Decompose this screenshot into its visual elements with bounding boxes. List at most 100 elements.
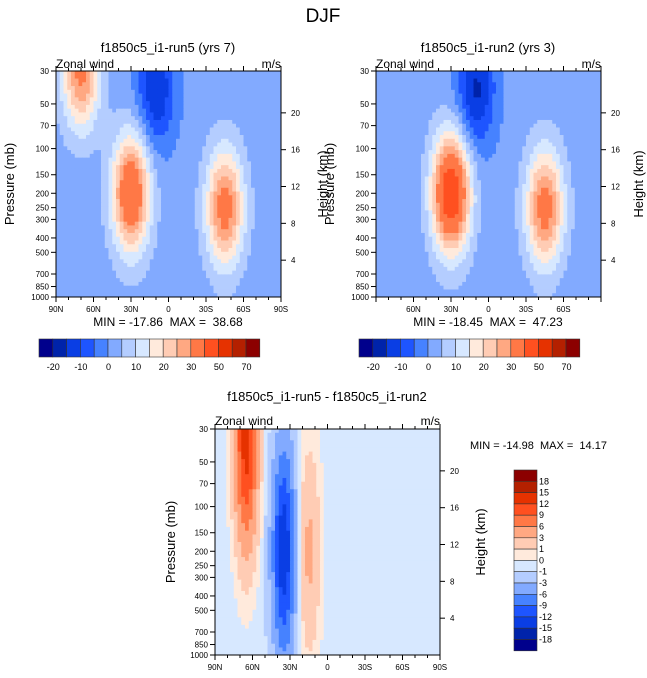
field-cell xyxy=(239,82,244,87)
field-cell xyxy=(447,108,452,113)
field-cell xyxy=(194,104,199,110)
field-cell xyxy=(488,89,493,94)
field-cell xyxy=(228,172,233,177)
field-cell xyxy=(78,251,83,256)
field-cell xyxy=(236,153,241,159)
field-cell xyxy=(477,108,482,113)
field-cell xyxy=(89,168,94,174)
field-cell xyxy=(277,131,281,136)
field-cell xyxy=(119,255,124,260)
field-cell xyxy=(228,221,233,226)
field-cell xyxy=(432,101,437,106)
field-cell xyxy=(82,86,87,91)
field-cell xyxy=(544,127,549,132)
field-cell xyxy=(119,206,124,211)
field-cell xyxy=(93,248,98,253)
field-cell xyxy=(71,112,76,117)
field-cell xyxy=(138,244,143,249)
field-cell xyxy=(63,165,68,170)
field-cell xyxy=(93,112,98,117)
field-cell xyxy=(202,214,207,219)
field-cell xyxy=(462,116,467,121)
field-cell xyxy=(277,289,281,294)
field-cell xyxy=(161,172,166,177)
field-cell xyxy=(112,78,117,83)
field-cell xyxy=(228,101,233,106)
field-cell xyxy=(93,119,98,125)
field-cell xyxy=(78,285,83,290)
field-cell xyxy=(194,119,199,125)
field-cell xyxy=(142,119,147,125)
field-cell xyxy=(391,112,396,117)
field-cell xyxy=(266,157,271,162)
field-cell xyxy=(134,202,139,207)
field-cell xyxy=(153,157,158,162)
field-cell xyxy=(78,259,83,264)
field-cell xyxy=(578,138,583,143)
field-cell xyxy=(112,293,117,297)
field-cell xyxy=(157,240,162,245)
field-cell xyxy=(511,116,516,121)
field-cell xyxy=(563,146,568,151)
field-cell xyxy=(153,285,158,290)
field-cell xyxy=(436,108,441,113)
field-cell xyxy=(116,225,121,230)
field-cell xyxy=(224,172,229,177)
field-cell xyxy=(63,78,68,83)
field-cell xyxy=(138,119,143,125)
field-cell xyxy=(168,266,173,272)
field-cell xyxy=(153,270,158,275)
field-cell xyxy=(108,206,113,211)
field-cell xyxy=(239,202,244,207)
field-cell xyxy=(123,153,128,159)
field-cell xyxy=(391,82,396,87)
field-cell xyxy=(406,101,411,106)
field-cell xyxy=(499,119,504,125)
field-cell xyxy=(179,165,184,170)
field-cell xyxy=(217,176,222,181)
field-cell xyxy=(514,135,519,140)
field-cell xyxy=(228,112,233,117)
field-cell xyxy=(391,78,396,83)
field-cell xyxy=(187,289,192,294)
field-cell xyxy=(236,116,241,121)
field-cell xyxy=(209,97,214,102)
field-cell xyxy=(206,184,211,189)
field-cell xyxy=(142,217,147,223)
field-cell xyxy=(251,78,256,83)
field-cell xyxy=(168,168,173,174)
field-cell xyxy=(146,74,151,79)
field-cell xyxy=(213,135,218,140)
field-cell xyxy=(97,97,102,102)
field-cell xyxy=(496,104,501,110)
field-cell xyxy=(67,119,72,125)
field-cell xyxy=(82,82,87,87)
field-cell xyxy=(67,138,72,143)
field-cell xyxy=(537,93,542,98)
field-cell xyxy=(191,278,196,283)
field-cell xyxy=(221,206,226,211)
field-cell xyxy=(123,161,128,166)
field-cell xyxy=(56,259,61,264)
field-cell xyxy=(454,123,459,128)
field-cell xyxy=(424,71,429,76)
field-cell xyxy=(157,153,162,159)
field-cell xyxy=(232,214,237,219)
field-cell xyxy=(499,116,504,121)
field-cell xyxy=(176,176,181,181)
field-cell xyxy=(582,119,587,125)
field-cell xyxy=(74,146,79,151)
field-cell xyxy=(224,255,229,260)
field-cell xyxy=(138,138,143,143)
field-cell xyxy=(138,293,143,297)
field-cell xyxy=(149,255,154,260)
field-cell xyxy=(586,78,591,83)
field-cell xyxy=(533,119,538,125)
field-cell xyxy=(258,150,263,155)
field-cell xyxy=(391,74,396,79)
field-cell xyxy=(481,127,486,132)
field-cell xyxy=(123,274,128,279)
field-cell xyxy=(82,187,87,192)
field-cell xyxy=(86,101,91,106)
field-cell xyxy=(71,248,76,253)
